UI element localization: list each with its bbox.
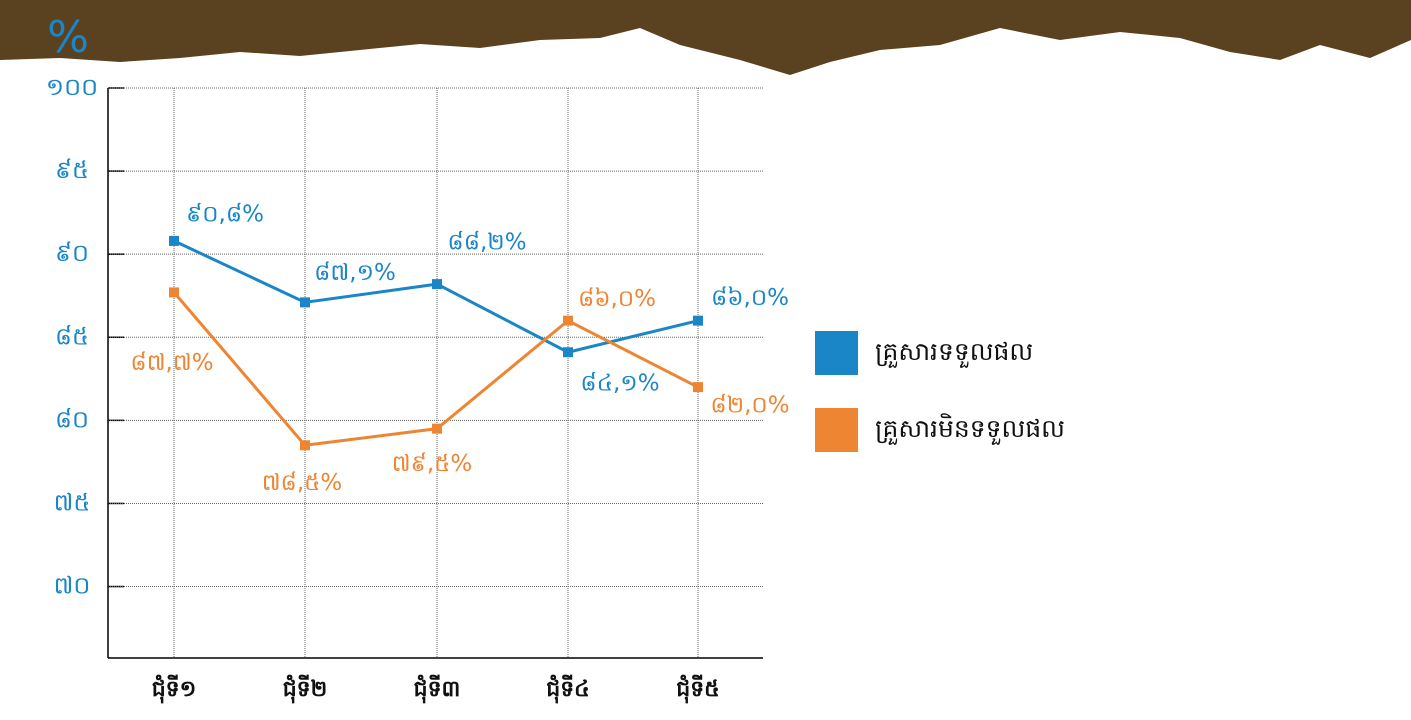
point-marker <box>563 315 573 326</box>
point-marker <box>169 235 179 246</box>
data-label: ៨៦,០% <box>578 286 656 312</box>
data-label: ៩០,៨% <box>186 201 264 227</box>
y-tick-label: ៨៥ <box>55 322 89 350</box>
x-tick-label: ជុំទី៤ <box>546 674 590 704</box>
point-marker <box>432 279 442 290</box>
point-marker <box>300 440 310 451</box>
point-marker <box>300 297 310 308</box>
y-tick-label: ៧០ <box>54 572 91 600</box>
point-marker <box>693 382 703 393</box>
data-label: ៨៧,៧% <box>130 350 213 376</box>
data-label: ៨២,០% <box>710 393 789 419</box>
y-tick-label: ៩៥ <box>55 156 89 184</box>
point-marker <box>169 287 179 298</box>
y-tick-label: ៧៥ <box>54 488 91 516</box>
series-line <box>172 291 699 447</box>
point-marker <box>563 347 573 358</box>
x-tick-label: ជុំទី៣ <box>414 674 461 704</box>
y-tick-label: ៩០ <box>55 239 89 267</box>
point-marker <box>693 315 703 326</box>
legend-swatch <box>815 331 858 375</box>
y-tick-label: ៨០ <box>55 405 89 433</box>
legend-label: គ្រួសារទទួលផល <box>875 337 1033 368</box>
y-axis-title: % <box>47 12 89 63</box>
y-tick-label: ១០០ <box>46 73 98 101</box>
x-tick-label: ជុំទី៥ <box>676 674 720 704</box>
x-tick-label: ជុំទី១ <box>152 674 197 704</box>
data-label: ៨៨,២% <box>447 230 526 256</box>
point-marker <box>432 423 442 434</box>
legend-label: គ្រួសារមិនទទួលផល <box>875 413 1065 445</box>
legend-swatch <box>815 408 858 452</box>
data-label: ៨៧,១% <box>314 260 396 286</box>
x-tick-label: ជុំទី២ <box>283 674 328 704</box>
data-label: ៨៤,១% <box>580 371 659 397</box>
data-label: ៨៦,០% <box>711 285 789 311</box>
torn-paper-header <box>0 0 1411 75</box>
data-label: ៧៩,៥% <box>392 451 473 477</box>
data-label: ៧៨,៥% <box>262 470 343 496</box>
